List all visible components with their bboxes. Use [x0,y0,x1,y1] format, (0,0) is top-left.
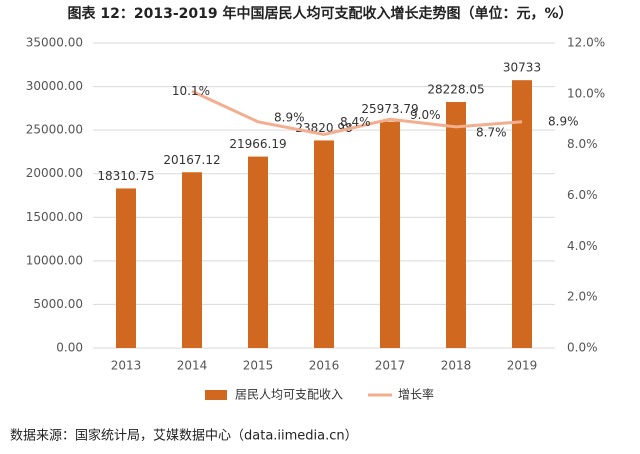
y-tick-label: 15000.00 [26,210,83,224]
bar-value-label: 18310.75 [97,169,154,183]
source: 数据来源：国家统计局，艾媒数据中心（data.iimedia.cn） [10,428,358,444]
legend-label: 居民人均可支配收入 [235,388,343,402]
chart-title: 图表 12：2013-2019 年中国居民人均可支配收入增长走势图（单位：元，%… [68,5,573,22]
y2-tick-label: 8.0% [567,137,598,151]
y-tick-label: 10000.00 [26,253,83,267]
line-value-label: 8.9% [548,114,579,128]
y2-tick-label: 0.0% [567,341,598,355]
bar [380,121,400,348]
line [191,89,523,137]
bar [512,80,532,348]
bar-value-label: 21966.19 [229,137,286,151]
y2-tick-label: 10.0% [567,86,605,100]
y-tick-label: 25000.00 [26,123,83,137]
bar-value-label: 25973.79 [361,102,418,116]
legend-label: 增长率 [398,387,434,402]
bar-value-label: 20167.12 [163,153,220,167]
bar-value-label: 28228.05 [427,83,484,97]
x-tick-label: 2016 [309,359,340,373]
x-tick-label: 2014 [177,359,208,373]
y2-tick-label: 2.0% [567,290,598,304]
bar [314,140,334,348]
legend-swatch [205,390,227,400]
y-tick-label: 35000.00 [26,36,83,50]
y2-tick-label: 6.0% [567,188,598,202]
bar [182,172,202,348]
y-tick-label: 0.00 [56,341,83,355]
bar [446,102,466,348]
bar-value-label: 30733 [503,61,541,75]
y-tick-label: 30000.00 [26,79,83,93]
bar [248,156,268,348]
line-value-label: 10.1% [172,84,210,98]
y2-tick-label: 12.0% [567,36,605,50]
line-value-label: 8.4% [340,115,371,129]
y-tick-label: 5000.00 [33,297,83,311]
x-tick-label: 2018 [441,359,472,373]
line-value-label: 8.9% [274,110,305,124]
y-tick-label: 20000.00 [26,166,83,180]
x-tick-label: 2013 [111,359,142,373]
line-value-label: 9.0% [410,108,441,122]
y2-tick-label: 4.0% [567,239,598,253]
bar [116,188,136,348]
x-tick-label: 2015 [243,359,274,373]
x-tick-label: 2019 [507,359,538,373]
line-value-label: 8.7% [476,125,507,139]
x-tick-label: 2017 [375,359,406,373]
